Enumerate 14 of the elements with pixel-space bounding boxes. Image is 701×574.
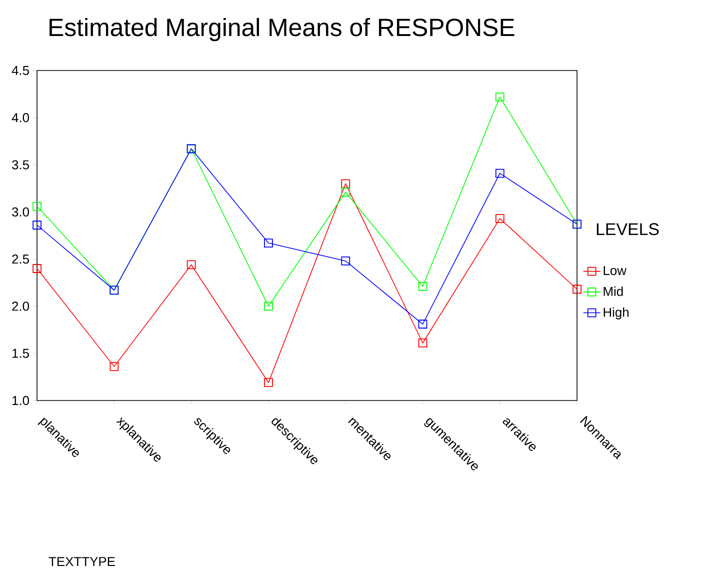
chart-title: Estimated Marginal Means of RESPONSE bbox=[50, 18, 514, 42]
y-tick-label: 3.5 bbox=[12, 160, 29, 170]
y-tick-label: 3.0 bbox=[12, 207, 30, 217]
legend-title: LEVELS bbox=[596, 223, 659, 236]
text: TEXTTYPE bbox=[48, 557, 115, 566]
y-tick-label: 4.5 bbox=[12, 66, 29, 76]
legend-label: Low bbox=[604, 266, 627, 276]
y-tick-label: 4.0 bbox=[12, 113, 30, 122]
legend-label: High bbox=[604, 307, 629, 320]
y-tick-label: 2.0 bbox=[12, 302, 30, 311]
legend-label: Mid bbox=[604, 286, 623, 296]
y-tick-label: 1.0 bbox=[12, 396, 30, 406]
y-tick-label: 1.5 bbox=[12, 348, 29, 358]
y-tick-label: 2.5 bbox=[12, 254, 29, 264]
